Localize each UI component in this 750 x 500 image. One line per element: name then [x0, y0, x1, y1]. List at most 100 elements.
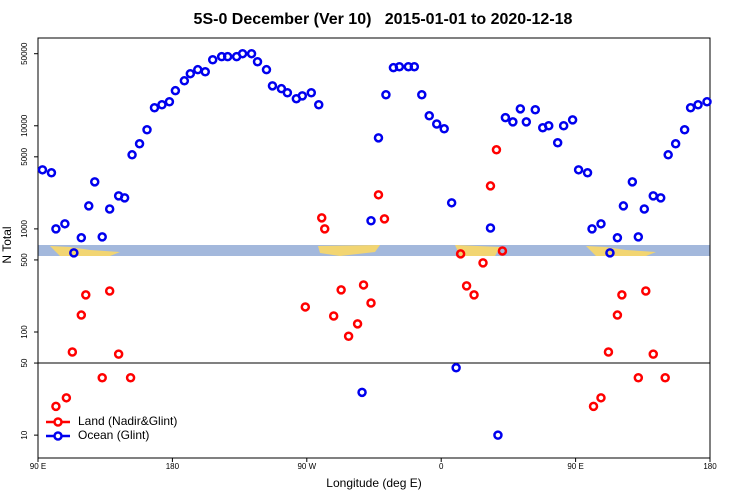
x-tick-label: 90 E [30, 462, 46, 471]
point [552, 138, 563, 148]
point [417, 89, 427, 100]
point [596, 393, 606, 403]
point [567, 115, 578, 125]
point [222, 51, 233, 62]
point [648, 349, 659, 359]
point [252, 56, 263, 67]
point [104, 286, 115, 296]
y-tick-label: 5000 [20, 147, 29, 165]
point [379, 214, 390, 224]
point [89, 177, 100, 187]
point [530, 105, 541, 115]
legend-label: Ocean (Glint) [78, 428, 149, 442]
point [97, 373, 107, 383]
point [373, 133, 384, 143]
y-tick-label: 1000 [20, 219, 29, 237]
point [497, 246, 508, 256]
point [76, 310, 87, 320]
point [113, 349, 124, 359]
legend-marker [53, 431, 63, 441]
x-axis-label: Longitude (deg E) [326, 476, 421, 490]
point [500, 112, 511, 123]
y-axis-label: N Total [0, 226, 14, 263]
point [51, 224, 61, 234]
land [586, 246, 656, 256]
point [300, 302, 311, 312]
point [61, 393, 72, 403]
point [491, 145, 502, 155]
y-tick-label: 500 [20, 253, 29, 267]
point [185, 68, 196, 79]
point [366, 298, 376, 308]
point [336, 285, 346, 295]
point [67, 347, 78, 357]
point [461, 281, 472, 291]
point [343, 331, 354, 341]
point [641, 286, 651, 296]
point [358, 280, 369, 290]
point [306, 88, 317, 98]
point [617, 290, 627, 300]
chart-title: 5S-0 December (Ver 10) 2015-01-01 to 202… [194, 11, 573, 28]
x-tick-label: 180 [166, 462, 180, 471]
point [478, 258, 488, 268]
point [451, 363, 461, 373]
point [149, 102, 160, 113]
point [670, 139, 681, 149]
point [104, 204, 115, 214]
point [394, 61, 405, 72]
point [660, 373, 670, 383]
point [381, 89, 391, 100]
land-band [38, 245, 710, 256]
point [639, 204, 650, 214]
y-tick-label: 100 [20, 325, 29, 339]
legend-label: Land (Nadir&Glint) [78, 414, 177, 428]
point [60, 219, 70, 229]
point [409, 61, 420, 72]
x-tick-label: 0 [439, 462, 444, 471]
point [627, 177, 638, 187]
y-tick-label: 10000 [20, 114, 29, 137]
point [76, 233, 87, 243]
point [493, 430, 503, 440]
point [587, 224, 597, 234]
point [612, 310, 623, 320]
point [193, 64, 203, 75]
point [316, 213, 327, 223]
point [469, 290, 479, 300]
point [439, 124, 449, 134]
point [424, 111, 435, 121]
point [357, 387, 367, 398]
point [142, 125, 152, 135]
point [612, 233, 623, 243]
land [318, 245, 380, 256]
point [373, 190, 384, 200]
plot-frame [37, 37, 711, 459]
point [352, 319, 363, 329]
point [366, 215, 376, 226]
point [648, 191, 659, 201]
point [267, 81, 278, 91]
point [521, 117, 532, 127]
point [679, 125, 690, 135]
x-tick-label: 90 W [297, 462, 316, 471]
land [50, 246, 120, 256]
point [603, 347, 614, 357]
point [328, 311, 339, 321]
point [582, 168, 593, 178]
point [618, 201, 629, 211]
point [37, 165, 48, 175]
point [179, 76, 190, 86]
point [633, 232, 644, 242]
point [655, 193, 666, 203]
y-tick-label: 50 [20, 358, 29, 367]
x-tick-label: 180 [703, 462, 717, 471]
point [69, 248, 79, 258]
point [157, 99, 167, 110]
point [164, 97, 175, 107]
point [485, 223, 496, 233]
point [515, 104, 526, 114]
point [134, 139, 145, 149]
point [558, 121, 569, 131]
